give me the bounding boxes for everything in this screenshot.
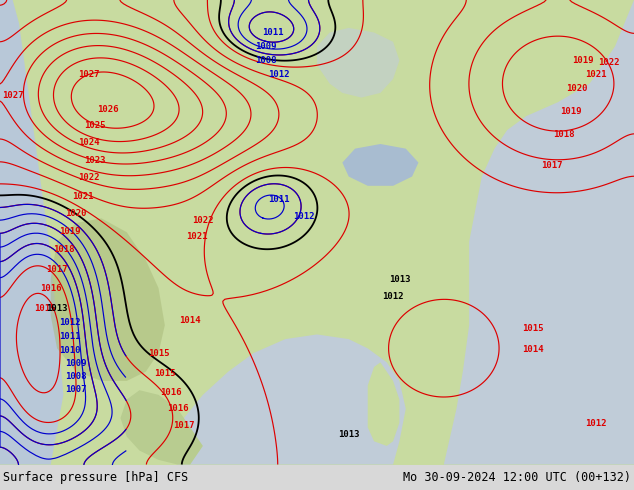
Text: 1008: 1008: [65, 372, 87, 381]
Text: 1012: 1012: [294, 212, 315, 220]
Text: 1011: 1011: [268, 195, 290, 204]
Text: 1015: 1015: [154, 369, 176, 378]
Text: 1019: 1019: [560, 107, 581, 116]
Polygon shape: [368, 362, 399, 446]
Text: 1018: 1018: [53, 245, 74, 254]
Text: 1008: 1008: [256, 56, 277, 65]
Text: 1017: 1017: [173, 420, 195, 430]
Text: 1015: 1015: [522, 324, 543, 333]
Text: 1014: 1014: [179, 316, 201, 325]
Text: 1010: 1010: [59, 346, 81, 355]
Text: 1014: 1014: [522, 345, 543, 354]
Text: 1012: 1012: [59, 318, 81, 327]
Text: 1021: 1021: [186, 232, 207, 242]
Text: 1011: 1011: [59, 332, 81, 341]
Text: 1020: 1020: [566, 84, 588, 93]
Text: 1021: 1021: [585, 70, 607, 79]
Text: 1024: 1024: [78, 138, 100, 147]
Text: 1018: 1018: [553, 130, 575, 139]
Polygon shape: [444, 0, 634, 465]
Text: 1013: 1013: [338, 430, 359, 439]
Text: 1017: 1017: [541, 161, 562, 171]
Text: 1016: 1016: [160, 388, 182, 397]
Text: 1019: 1019: [59, 227, 81, 236]
Polygon shape: [317, 28, 399, 98]
Text: 1022: 1022: [192, 216, 214, 225]
Text: 1012: 1012: [585, 419, 607, 428]
Text: 1022: 1022: [598, 58, 619, 67]
Text: 1026: 1026: [97, 105, 119, 114]
Text: 1013: 1013: [389, 275, 410, 284]
Polygon shape: [178, 335, 406, 465]
Polygon shape: [0, 0, 63, 465]
Text: 1011: 1011: [262, 28, 283, 37]
Text: Surface pressure [hPa] CFS: Surface pressure [hPa] CFS: [3, 471, 188, 484]
Text: 1025: 1025: [84, 121, 106, 130]
Polygon shape: [120, 390, 203, 465]
Text: 1027: 1027: [78, 70, 100, 79]
Text: 1020: 1020: [65, 209, 87, 218]
Text: Mo 30-09-2024 12:00 UTC (00+132): Mo 30-09-2024 12:00 UTC (00+132): [403, 471, 631, 484]
Text: 1015: 1015: [148, 349, 169, 359]
Text: 1013: 1013: [46, 304, 68, 314]
Text: 1015: 1015: [34, 304, 55, 314]
Text: 1021: 1021: [72, 192, 93, 200]
Text: 1023: 1023: [84, 156, 106, 165]
Text: 1016: 1016: [40, 284, 61, 294]
Polygon shape: [342, 144, 418, 186]
Text: 1019: 1019: [573, 56, 594, 65]
Text: 1012: 1012: [382, 292, 404, 301]
Text: 1027: 1027: [2, 91, 23, 100]
Text: 1012: 1012: [268, 70, 290, 79]
Polygon shape: [51, 219, 165, 381]
Text: 1016: 1016: [167, 404, 188, 413]
Text: 1009: 1009: [256, 42, 277, 51]
Text: 1007: 1007: [65, 385, 87, 394]
Text: 1017: 1017: [46, 265, 68, 274]
Text: 1009: 1009: [65, 359, 87, 368]
Text: 1022: 1022: [78, 173, 100, 182]
